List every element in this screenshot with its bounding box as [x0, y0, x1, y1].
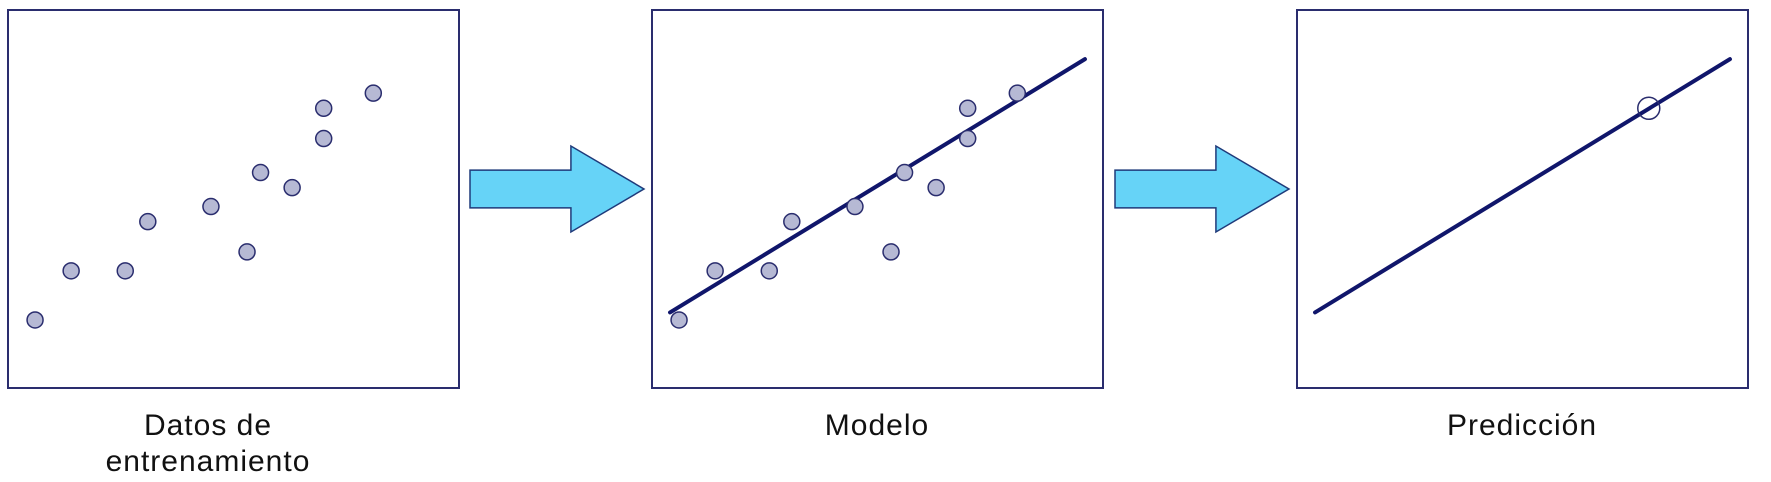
prediction-point [1637, 96, 1661, 121]
caption-model: Modelo [652, 408, 1102, 444]
panel-frame [1296, 9, 1749, 389]
data-point [364, 84, 383, 102]
training-data-panel [7, 9, 460, 389]
data-point [314, 99, 333, 118]
prediction-panel [1296, 9, 1749, 389]
model-panel [651, 9, 1104, 389]
data-point [62, 262, 80, 280]
data-point [202, 197, 220, 216]
data-point [26, 311, 44, 329]
caption-training-data: Datos de entrenamiento [8, 408, 408, 480]
data-point [116, 262, 135, 280]
data-point [251, 163, 270, 182]
data-point [1008, 84, 1027, 102]
data-point [783, 212, 801, 231]
caption-training-data-line1: Datos de [143, 409, 273, 442]
regression-line [1313, 57, 1732, 315]
data-point [706, 262, 724, 280]
caption-training-data-line2: entrenamiento [105, 445, 311, 478]
data-point [958, 129, 977, 148]
data-point [314, 129, 333, 148]
data-point [670, 311, 688, 329]
data-point [895, 163, 914, 182]
data-point [846, 197, 864, 216]
data-point [139, 212, 157, 231]
data-point [927, 178, 945, 197]
caption-model-line1: Modelo [824, 409, 930, 442]
data-point [882, 243, 900, 261]
arrow-shape [469, 144, 646, 234]
arrow-to-model [469, 144, 646, 234]
arrow-shape [1114, 144, 1291, 234]
data-point [283, 178, 301, 197]
data-point [958, 99, 977, 118]
panel-frame [7, 9, 460, 389]
data-point [760, 262, 779, 280]
arrow-to-prediction [1114, 144, 1291, 234]
panel-frame [651, 9, 1104, 389]
caption-prediction-line1: Predicción [1446, 409, 1598, 442]
caption-prediction: Predicción [1297, 408, 1747, 444]
data-point [238, 243, 256, 261]
